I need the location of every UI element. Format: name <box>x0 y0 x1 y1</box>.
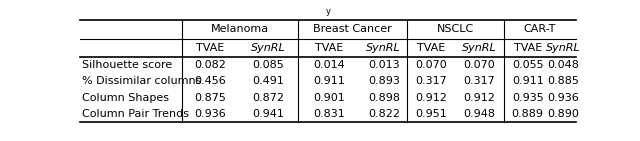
Text: 0.317: 0.317 <box>463 76 495 86</box>
Text: 0.456: 0.456 <box>195 76 226 86</box>
Text: 0.831: 0.831 <box>314 109 345 119</box>
Text: 0.014: 0.014 <box>314 60 345 70</box>
Text: 0.872: 0.872 <box>253 93 285 103</box>
Text: Breast Cancer: Breast Cancer <box>314 24 392 34</box>
Text: 0.082: 0.082 <box>195 60 226 70</box>
Text: TVAE: TVAE <box>513 43 542 53</box>
Text: SynRL: SynRL <box>367 43 401 53</box>
Text: 0.935: 0.935 <box>512 93 543 103</box>
Text: 0.936: 0.936 <box>548 93 579 103</box>
Text: SynRL: SynRL <box>546 43 581 53</box>
Text: 0.889: 0.889 <box>511 109 543 119</box>
Text: 0.822: 0.822 <box>368 109 400 119</box>
Text: 0.936: 0.936 <box>195 109 226 119</box>
Text: 0.912: 0.912 <box>463 93 495 103</box>
Text: TVAE: TVAE <box>196 43 225 53</box>
Text: Column Pair Trends: Column Pair Trends <box>83 109 189 119</box>
Text: 0.911: 0.911 <box>314 76 345 86</box>
Text: 0.912: 0.912 <box>415 93 447 103</box>
Text: Silhouette score: Silhouette score <box>83 60 173 70</box>
Text: 0.048: 0.048 <box>548 60 580 70</box>
Text: 0.941: 0.941 <box>253 109 284 119</box>
Text: Melanoma: Melanoma <box>211 24 269 34</box>
Text: SynRL: SynRL <box>251 43 286 53</box>
Text: y: y <box>326 7 330 16</box>
Text: % Dissimilar columns: % Dissimilar columns <box>83 76 202 86</box>
Text: Column Shapes: Column Shapes <box>83 93 170 103</box>
Text: 0.898: 0.898 <box>368 93 400 103</box>
Text: 0.890: 0.890 <box>548 109 580 119</box>
Text: 0.013: 0.013 <box>368 60 399 70</box>
Text: NSCLC: NSCLC <box>437 24 474 34</box>
Text: 0.901: 0.901 <box>314 93 345 103</box>
Text: 0.491: 0.491 <box>253 76 284 86</box>
Text: TVAE: TVAE <box>417 43 445 53</box>
Text: 0.885: 0.885 <box>548 76 580 86</box>
Text: TVAE: TVAE <box>315 43 344 53</box>
Text: 0.070: 0.070 <box>463 60 495 70</box>
Text: CAR-T: CAR-T <box>524 24 556 34</box>
Text: 0.948: 0.948 <box>463 109 495 119</box>
Text: 0.070: 0.070 <box>415 60 447 70</box>
Text: 0.951: 0.951 <box>415 109 447 119</box>
Text: 0.085: 0.085 <box>253 60 284 70</box>
Text: 0.911: 0.911 <box>512 76 543 86</box>
Text: 0.055: 0.055 <box>512 60 543 70</box>
Text: 0.893: 0.893 <box>368 76 400 86</box>
Text: 0.875: 0.875 <box>195 93 226 103</box>
Text: 0.317: 0.317 <box>415 76 447 86</box>
Text: SynRL: SynRL <box>462 43 497 53</box>
